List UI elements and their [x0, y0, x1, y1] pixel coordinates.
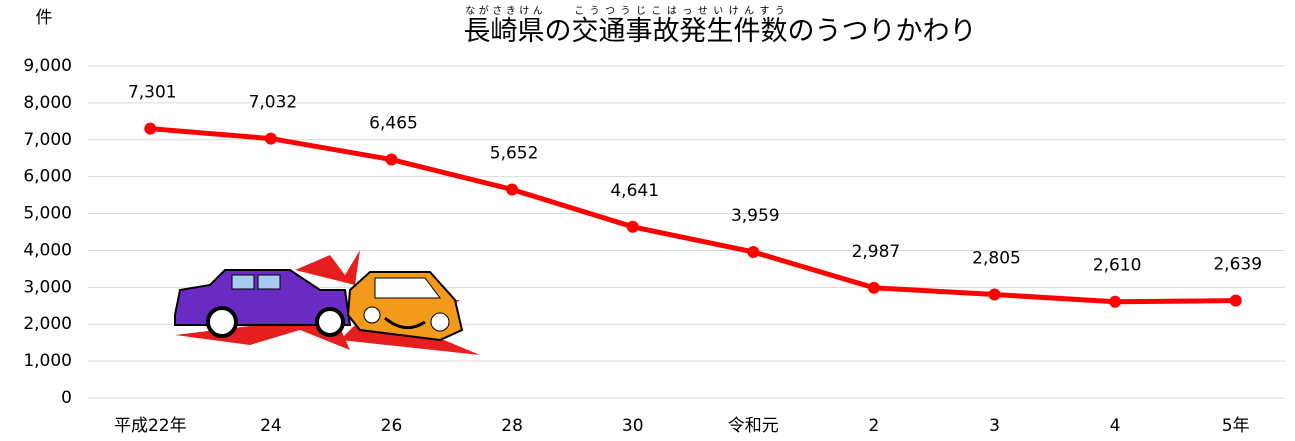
title-ruby: 交通事故発生件数こうつうじこはっせいけんすう [572, 16, 788, 47]
x-tick-label: 26 [381, 416, 403, 436]
y-tick-label: 0 [61, 388, 72, 408]
data-point [506, 184, 518, 196]
data-point [1230, 295, 1242, 307]
y-tick-label: 9,000 [23, 56, 72, 76]
x-tick-label: 28 [501, 416, 523, 436]
x-tick-label: 4 [1110, 416, 1121, 436]
y-tick-label: 2,000 [23, 314, 72, 334]
data-label: 3,959 [731, 206, 780, 226]
data-label: 7,032 [249, 93, 298, 113]
data-point [989, 289, 1001, 301]
title-text: の [545, 16, 572, 47]
title-text: 長崎県 [464, 16, 545, 47]
data-point [627, 221, 639, 233]
data-label: 6,465 [369, 114, 418, 134]
chart: 件 01,0002,0003,0004,0005,0006,0007,0008,… [0, 0, 1295, 441]
page: 件 01,0002,0003,0004,0005,0006,0007,0008,… [0, 0, 1295, 441]
y-tick-label: 6,000 [23, 167, 72, 187]
y-tick-label: 5,000 [23, 204, 72, 224]
y-tick-label: 7,000 [23, 130, 72, 150]
data-point [144, 123, 156, 135]
y-tick-label: 4,000 [23, 240, 72, 260]
title-furigana: こうつうじこはっせいけんすう [572, 6, 788, 17]
title-text: 交通事故発生件数 [572, 16, 788, 47]
data-point [265, 133, 277, 145]
y-tick-label: 8,000 [23, 93, 72, 113]
data-point [868, 282, 880, 294]
title-text: のうつりかわり [788, 16, 977, 47]
y-tick-label: 3,000 [23, 277, 72, 297]
y-tick-label: 1,000 [23, 351, 72, 371]
data-label: 2,610 [1093, 256, 1142, 276]
data-point [747, 246, 759, 258]
crash-clipart [175, 250, 480, 355]
data-label: 4,641 [610, 181, 659, 201]
data-label: 5,652 [490, 144, 539, 164]
chart-title: 長崎県ながさきけんの交通事故発生件数こうつうじこはっせいけんすうのうつりかわり [0, 6, 1295, 48]
data-label: 7,301 [128, 83, 177, 103]
x-tick-label: 5年 [1222, 416, 1250, 436]
data-label: 2,639 [1213, 255, 1262, 275]
x-tick-label: 3 [989, 416, 1000, 436]
data-point [386, 154, 398, 166]
title-ruby: 長崎県ながさきけん [464, 16, 545, 47]
data-point [1109, 296, 1121, 308]
data-label: 2,987 [852, 242, 901, 262]
x-tick-label: 令和元 [728, 416, 779, 436]
x-tick-label: 2 [868, 416, 879, 436]
title-furigana: ながさきけん [464, 6, 545, 17]
data-label: 2,805 [972, 249, 1021, 269]
x-tick-label: 24 [260, 416, 282, 436]
x-tick-label: 平成22年 [114, 416, 187, 436]
x-tick-label: 30 [622, 416, 644, 436]
series-line [150, 129, 1235, 302]
